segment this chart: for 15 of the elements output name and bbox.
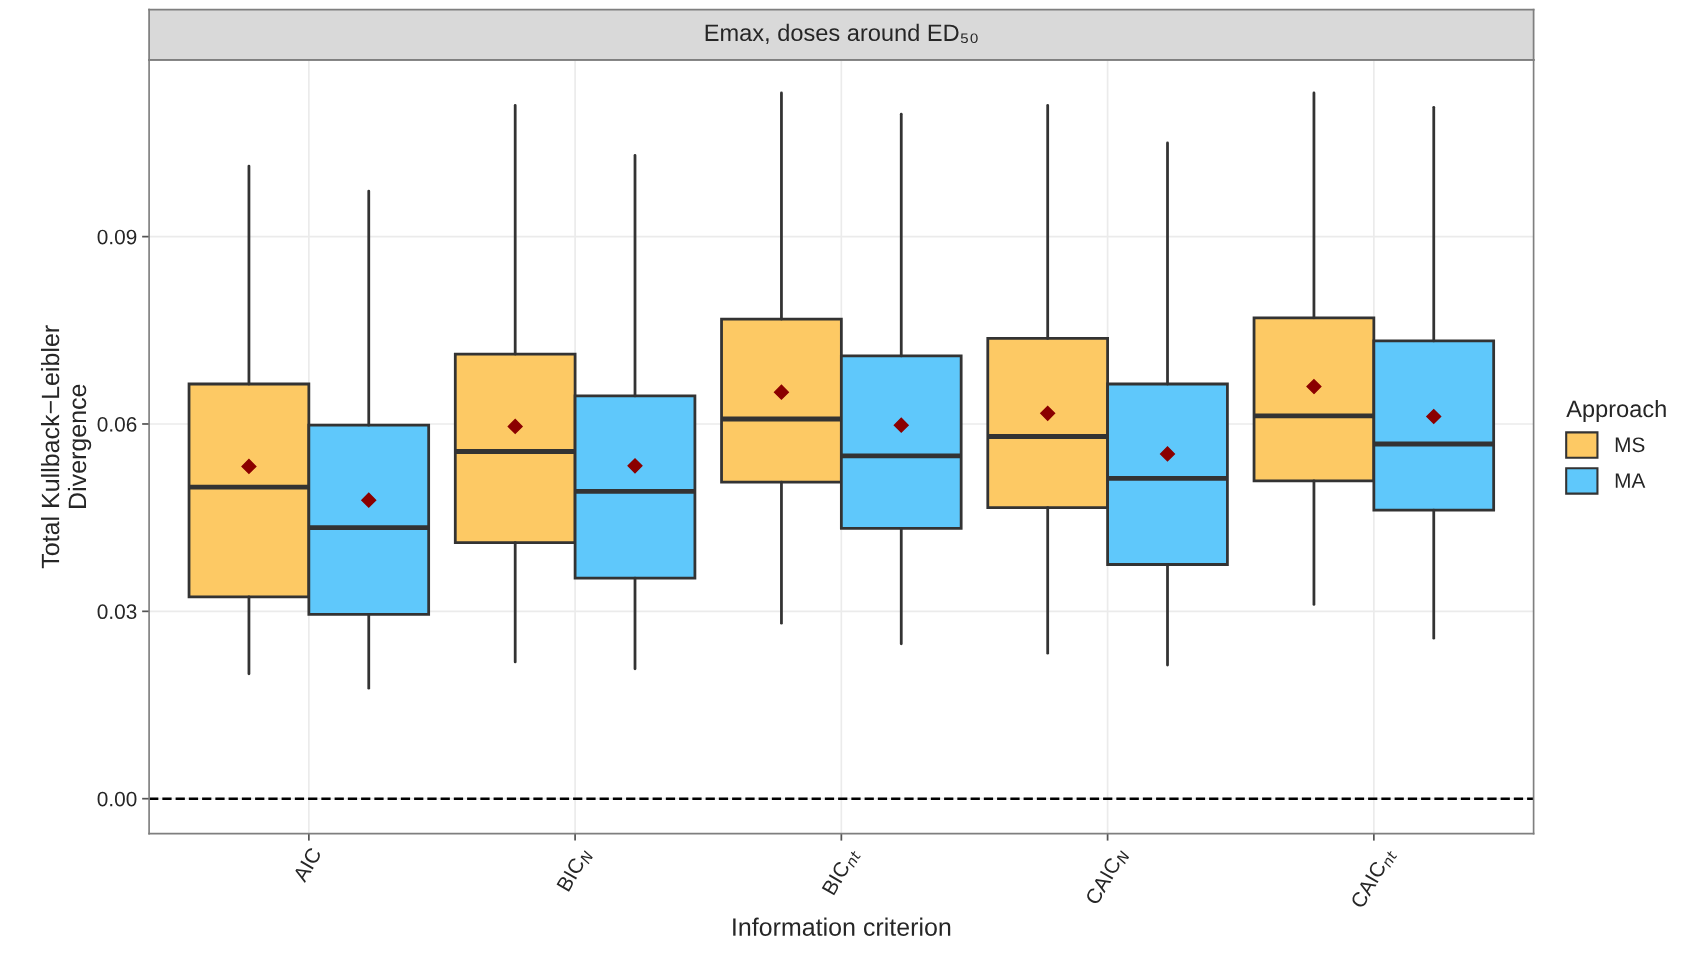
y-axis-title: Total Kullback−Leibler Divergence [40, 325, 92, 569]
legend-label: MA [1615, 473, 1646, 488]
x-axis-title: Information criterion [733, 917, 951, 936]
y-tick-label: 0.00 [97, 791, 137, 807]
chart-title: Emax, doses around ED₅₀ [705, 23, 978, 44]
legend-label: MS [1615, 437, 1645, 453]
y-tick-label: 0.06 [97, 416, 137, 432]
legend-title: Approach [1566, 399, 1666, 422]
x-tick-label: CAIC$_{nt}$ [1350, 845, 1398, 911]
y-tick-label: 0.03 [97, 604, 137, 620]
x-tick-label: BIC$_{N}$ [556, 846, 594, 894]
x-tick-label: CAIC$_{N}$ [1084, 846, 1131, 908]
x-tick-label: AIC [292, 846, 322, 884]
y-tick-label: 0.09 [97, 229, 137, 245]
x-tick-label: BIC$_{nt}$ [821, 845, 862, 898]
